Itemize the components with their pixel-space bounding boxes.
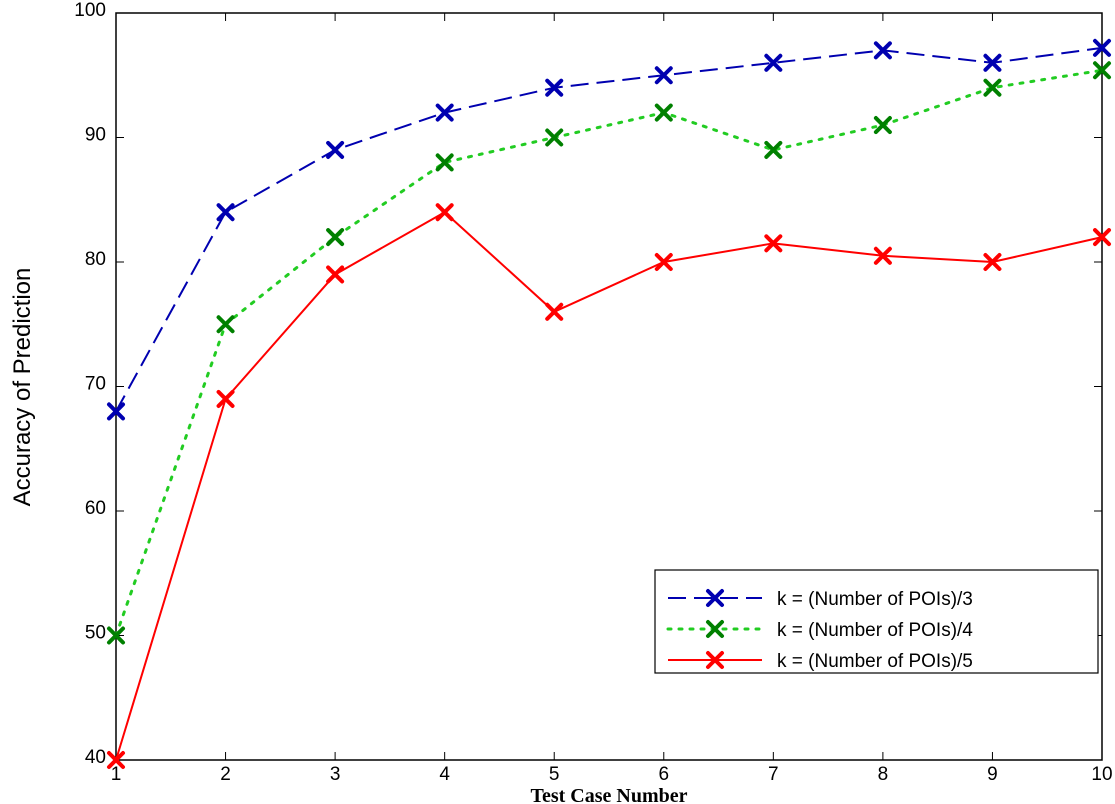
data-point-marker: [873, 116, 892, 135]
legend-box: [654, 569, 1099, 674]
data-point-marker: [216, 315, 235, 334]
legend-entry: k = (Number of POIs)/3: [668, 589, 973, 610]
data-point-marker: [326, 265, 345, 284]
y-tick-label: 80: [85, 249, 106, 270]
series-3: [107, 203, 1111, 769]
legend-entry: k = (Number of POIs)/4: [666, 620, 973, 641]
series-line: [115, 210, 1103, 761]
y-tick-label: 50: [85, 623, 106, 644]
x-tick-label: 1: [111, 764, 122, 785]
y-tick-label: 90: [85, 125, 106, 146]
data-point-marker: [1093, 38, 1111, 57]
x-tick-label: 2: [220, 764, 231, 785]
legend-label: k = (Number of POIs)/4: [777, 620, 973, 641]
data-point-marker: [216, 389, 235, 408]
x-tick-label: 10: [1091, 764, 1112, 785]
data-point-marker: [545, 78, 564, 97]
data-point-marker: [216, 203, 235, 222]
x-tick-label: 3: [330, 764, 341, 785]
data-point-marker: [1093, 228, 1111, 247]
data-point-marker: [326, 228, 345, 247]
data-point-marker: [545, 302, 564, 321]
series-line: [115, 46, 1103, 412]
data-point-marker: [764, 140, 783, 159]
data-point-marker: [107, 626, 125, 645]
data-point-marker: [326, 140, 345, 159]
data-point-marker: [654, 103, 673, 122]
x-tick-label: 7: [768, 764, 779, 785]
data-point-marker: [545, 128, 564, 147]
data-point-marker: [654, 66, 673, 85]
data-point-marker: [1093, 61, 1111, 80]
data-point-marker: [435, 203, 454, 222]
data-point-marker: [435, 153, 454, 172]
series-line: [114, 68, 1104, 637]
data-point-marker: [107, 751, 125, 769]
data-point-marker: [107, 402, 125, 421]
data-point-marker: [873, 41, 892, 60]
data-point-marker: [983, 78, 1002, 97]
data-point-marker: [654, 253, 673, 271]
x-tick-label: 4: [439, 764, 450, 785]
y-tick-label: 40: [85, 747, 106, 768]
x-tick-label: 8: [878, 764, 889, 785]
legend: k = (Number of POIs)/3 k = (Number of POI…: [654, 569, 1099, 674]
series-2: [107, 61, 1111, 645]
legend-label: k = (Number of POIs)/5: [777, 651, 973, 672]
y-tick-label: 70: [85, 374, 106, 395]
data-point-marker: [983, 53, 1002, 72]
y-axis-label: Accuracy of Prediction: [9, 268, 36, 507]
legend-marker: [706, 620, 724, 638]
legend-marker: [706, 589, 724, 607]
y-tick-label: 60: [85, 498, 106, 519]
series-1: [107, 38, 1111, 421]
data-point-marker: [764, 234, 783, 253]
legend-entry: k = (Number of POIs)/5: [668, 651, 973, 672]
legend-label: k = (Number of POIs)/3: [777, 589, 973, 610]
x-tick-label: 6: [658, 764, 669, 785]
data-point-marker: [764, 53, 783, 72]
legend-marker: [706, 651, 724, 669]
data-point-marker: [873, 246, 892, 265]
x-tick-label: 9: [987, 764, 998, 785]
data-point-marker: [435, 103, 454, 122]
x-tick-label: 5: [549, 764, 560, 785]
y-tick-label: 100: [74, 0, 106, 21]
data-point-marker: [983, 253, 1002, 271]
x-axis-label: Test Case Number: [530, 785, 687, 804]
